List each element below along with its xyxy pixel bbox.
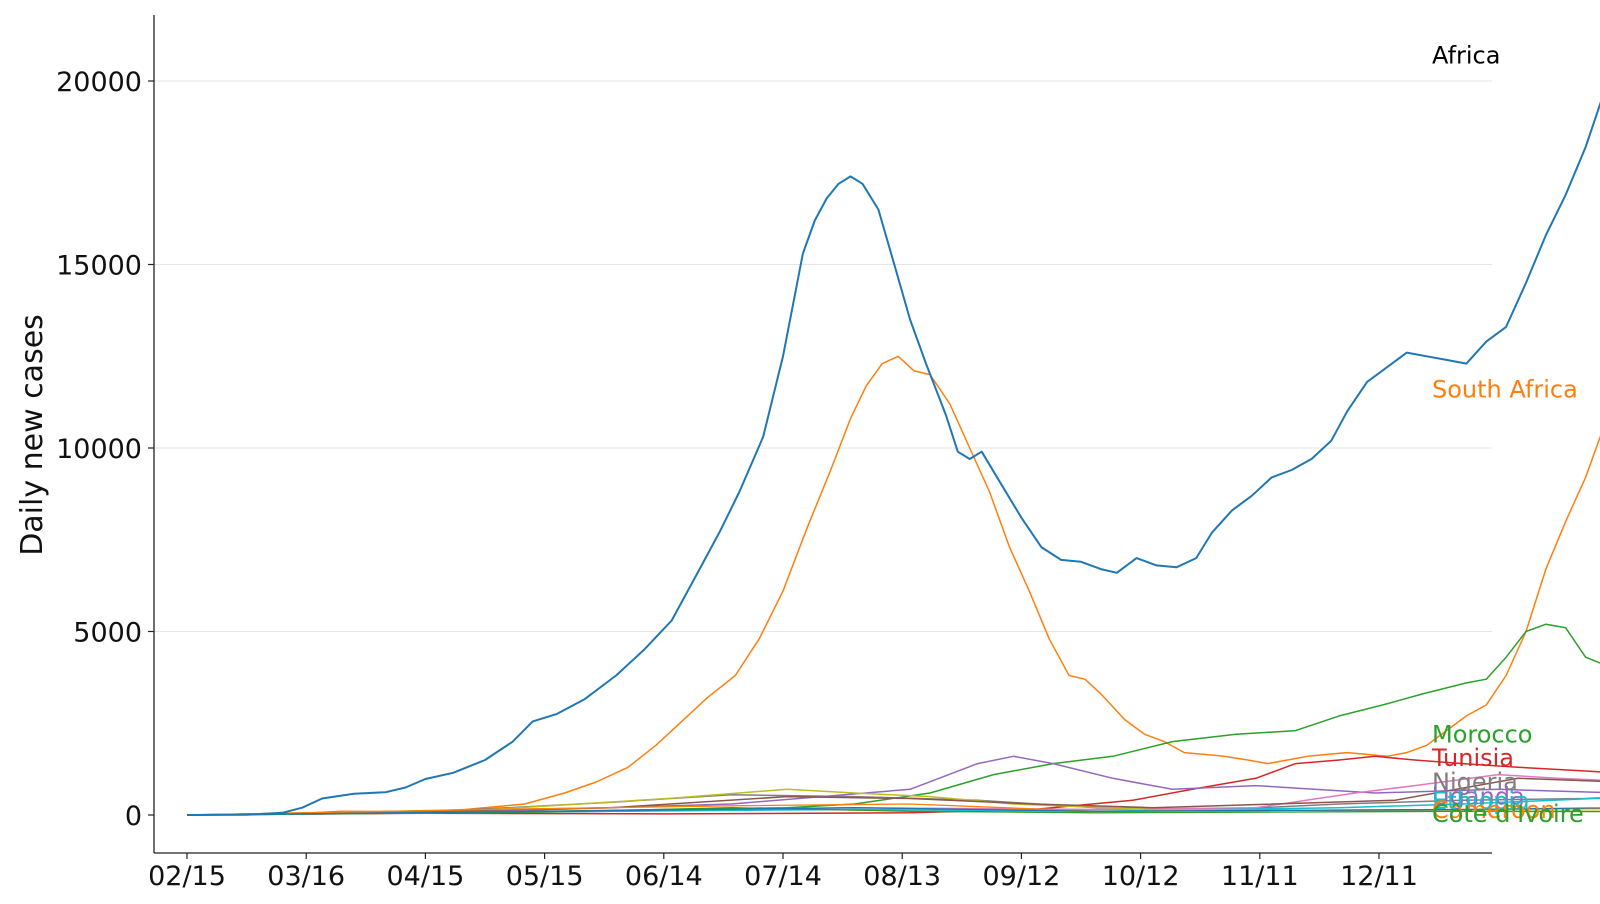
series-labels: Africa South Africa MoroccoTunisiaNigeriaU… <box>1431 41 1584 828</box>
series-line <box>186 623 1600 816</box>
x-tick-label: 05/15 <box>506 861 584 892</box>
series-line <box>186 797 1600 816</box>
y-tick-label: 5000 <box>73 618 142 649</box>
axes: 0 5000 10000 15000 20000 02/15 03/16 04/15 05/15… <box>56 15 1492 892</box>
series-line <box>186 777 1600 816</box>
series-end-label: Morocco <box>1432 720 1533 748</box>
series-line <box>186 755 1600 816</box>
series-end-label: Tunisia <box>1431 744 1514 772</box>
y-tick-label: 15000 <box>56 251 142 282</box>
series-line <box>186 355 1600 816</box>
series-line <box>186 101 1600 816</box>
series-end-label: Côte d'Ivoire <box>1432 800 1584 828</box>
y-tick-label: 0 <box>125 801 142 832</box>
x-tick-label: 02/15 <box>148 861 226 892</box>
series-end-label: Uganda <box>1432 783 1525 811</box>
x-tick-label: 11/11 <box>1221 861 1299 892</box>
x-tick-label: 10/12 <box>1102 861 1180 892</box>
x-tick-label: 04/15 <box>386 861 464 892</box>
series-line <box>186 807 1600 816</box>
x-tick-label: 12/11 <box>1340 861 1418 892</box>
gridlines <box>154 80 1492 632</box>
series-line <box>186 807 1600 816</box>
y-axis-label: Daily new cases <box>15 314 50 556</box>
x-tick-label: 09/12 <box>982 861 1060 892</box>
x-tick-label: 06/14 <box>625 861 703 892</box>
x-tick-label: 03/16 <box>267 861 345 892</box>
series-end-label: Cameroon <box>1432 796 1556 824</box>
series-end-label: South Africa <box>1432 375 1578 403</box>
x-tick-label: 07/14 <box>744 861 822 892</box>
y-tick-label: 20000 <box>56 67 142 98</box>
y-tick-label: 10000 <box>56 434 142 465</box>
x-tick-label: 08/13 <box>863 861 941 892</box>
series-end-label: Nigeria <box>1432 768 1518 796</box>
series-line <box>186 755 1600 816</box>
series-end-label: Ethiopia <box>1432 787 1530 815</box>
series-end-label: Africa <box>1432 41 1500 69</box>
series-lines <box>186 101 1600 816</box>
